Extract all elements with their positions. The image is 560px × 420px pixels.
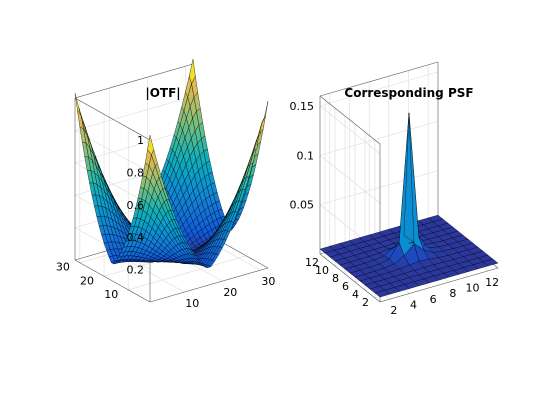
psf-x-tick: 4: [410, 299, 417, 312]
psf-x-tick: 6: [430, 293, 437, 306]
otf-z-tick: 1: [137, 134, 144, 147]
psf-title: Corresponding PSF: [344, 86, 473, 100]
otf-z-tick: 0.6: [127, 199, 145, 212]
psf-y-tick: 4: [352, 288, 359, 301]
psf-x-tick: 12: [485, 276, 499, 289]
otf-x-tick: 10: [185, 297, 199, 310]
otf-y-tick: 10: [104, 288, 118, 301]
psf-y-tick: 6: [342, 280, 349, 293]
otf-z-tick: 0.2: [127, 264, 145, 277]
psf-x-tick: 2: [390, 304, 397, 317]
psf-y-tick: 2: [362, 296, 369, 309]
otf-surface: [74, 59, 269, 269]
psf-z-tick: 0.1: [297, 149, 315, 162]
otf-z-tick: 0.8: [127, 166, 145, 179]
psf-y-tick: 12: [305, 256, 319, 269]
psf-y-tick: 8: [332, 272, 339, 285]
otf-y-tick: 30: [56, 261, 70, 274]
psf-y-tick: 10: [315, 264, 329, 277]
psf-surface: [319, 112, 499, 298]
otf-axes: 0.2 0.4 0.6 0.8 1 10 20 30 10 20 30 |OTF|: [56, 59, 276, 310]
otf-ticks: 0.2 0.4 0.6 0.8 1 10 20 30 10 20 30: [56, 134, 276, 310]
otf-x-tick: 30: [261, 275, 275, 288]
psf-surface-patch: [482, 258, 499, 267]
otf-surface-patch: [261, 101, 269, 124]
otf-y-tick: 20: [80, 274, 94, 287]
psf-x-tick: 10: [466, 282, 480, 295]
psf-z-tick: 0.05: [290, 199, 315, 212]
otf-x-tick: 20: [223, 286, 237, 299]
otf-title: |OTF|: [145, 86, 180, 100]
psf-z-tick: 0.15: [290, 100, 315, 113]
otf-z-tick: 0.4: [127, 231, 145, 244]
psf-x-tick: 8: [449, 287, 456, 300]
